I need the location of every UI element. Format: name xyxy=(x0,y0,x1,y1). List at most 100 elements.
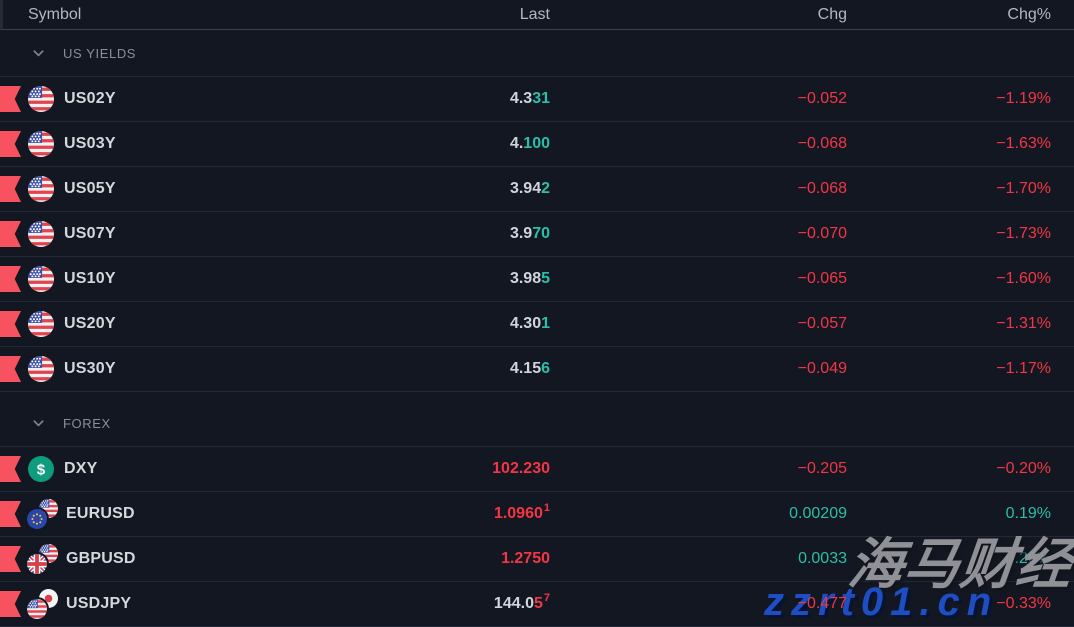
last-cell: 4.100 xyxy=(509,135,550,152)
symbol-label: US07Y xyxy=(64,225,116,242)
chg-cell: 0.0033 xyxy=(798,550,847,567)
chg-cell: −0.068 xyxy=(797,135,847,152)
table-row-us07y[interactable]: US07Y 3.970 −0.070 −1.73% xyxy=(0,212,1074,257)
flag-marker[interactable] xyxy=(0,501,21,527)
chevron-down-icon[interactable] xyxy=(31,416,46,431)
last-cell: 4.301 xyxy=(509,315,550,332)
symbol-cell: US20Y xyxy=(0,302,360,346)
symbol-cell: US10Y xyxy=(0,257,360,301)
last-cell: 144.057 xyxy=(493,592,550,612)
us-jp-flags-icon xyxy=(28,590,56,618)
eu-flag-icon xyxy=(27,509,47,529)
symbol-label: USDJPY xyxy=(66,595,132,612)
column-header-chg[interactable]: Chg xyxy=(817,5,847,23)
table-row-gbpusd[interactable]: GBPUSD 1.2750 0.0033 0.26% xyxy=(0,537,1074,582)
chg-cell: −0.052 xyxy=(797,90,847,107)
us-flag-icon xyxy=(28,356,54,382)
dollar-index-icon xyxy=(28,456,54,482)
section-label: US YIELDS xyxy=(63,45,137,61)
flag-marker[interactable] xyxy=(0,86,21,112)
column-header-chg-pct[interactable]: Chg% xyxy=(1007,5,1051,23)
symbol-label: US03Y xyxy=(64,135,116,152)
section-header-us-yields[interactable]: US YIELDS xyxy=(0,30,1074,77)
flag-marker[interactable] xyxy=(0,176,21,202)
chg-cell: 0.00209 xyxy=(789,505,847,522)
chg-cell: −0.070 xyxy=(797,225,847,242)
last-cell: 4.331 xyxy=(509,90,550,107)
flag-marker[interactable] xyxy=(0,591,21,617)
symbol-label: US05Y xyxy=(64,180,116,197)
symbol-label: US20Y xyxy=(64,315,116,332)
chg-pct-cell: −0.33% xyxy=(996,595,1051,612)
symbol-label: US10Y xyxy=(64,270,116,287)
us-flag-icon xyxy=(28,176,54,202)
symbol-cell: US05Y xyxy=(0,167,360,211)
table-header: Symbol Last Chg Chg% xyxy=(0,0,1074,30)
us-flag-icon xyxy=(28,311,54,337)
chg-pct-cell: −1.73% xyxy=(996,225,1051,242)
last-cell: 3.942 xyxy=(509,180,550,197)
chg-cell: −0.065 xyxy=(797,270,847,287)
flag-marker[interactable] xyxy=(0,221,21,247)
last-cell: 1.09601 xyxy=(493,502,550,522)
symbol-label: US30Y xyxy=(64,360,116,377)
chg-pct-cell: 0.19% xyxy=(1005,505,1051,522)
symbol-cell: US30Y xyxy=(0,347,360,391)
us-flag-icon xyxy=(28,86,54,112)
symbol-cell: US07Y xyxy=(0,212,360,256)
chg-pct-cell: −0.20% xyxy=(996,460,1051,477)
last-cell: 3.970 xyxy=(509,225,550,242)
eu-us-flags-icon xyxy=(28,500,56,528)
symbol-label: US02Y xyxy=(64,90,116,107)
column-header-last[interactable]: Last xyxy=(519,5,550,23)
flag-marker[interactable] xyxy=(0,131,21,157)
us-flag-icon xyxy=(28,131,54,157)
us-flag-icon xyxy=(28,266,54,292)
last-cell: 3.985 xyxy=(509,270,550,287)
symbol-label: DXY xyxy=(64,460,98,477)
table-row-dxy[interactable]: DXY 102.230 −0.205 −0.20% xyxy=(0,447,1074,492)
flag-marker[interactable] xyxy=(0,311,21,337)
gb-us-flags-icon xyxy=(28,545,56,573)
table-row-us20y[interactable]: US20Y 4.301 −0.057 −1.31% xyxy=(0,302,1074,347)
symbol-cell: EURUSD xyxy=(0,492,360,536)
watermark-chinese-text: 海马财经 xyxy=(845,533,1074,595)
table-row-us02y[interactable]: US02Y 4.331 −0.052 −1.19% xyxy=(0,77,1074,122)
table-row-us05y[interactable]: US05Y 3.942 −0.068 −1.70% xyxy=(0,167,1074,212)
us-flag-icon xyxy=(28,221,54,247)
chg-pct-cell: −1.31% xyxy=(996,315,1051,332)
table-row-us30y[interactable]: US30Y 4.156 −0.049 −1.17% xyxy=(0,347,1074,392)
chg-pct-cell: −1.70% xyxy=(996,180,1051,197)
column-header-symbol[interactable]: Symbol xyxy=(28,5,82,23)
section-label: FOREX xyxy=(63,415,111,431)
section-header-forex[interactable]: FOREX xyxy=(0,392,1074,447)
chg-pct-cell: −1.60% xyxy=(996,270,1051,287)
symbol-label: EURUSD xyxy=(66,505,135,522)
symbol-label: GBPUSD xyxy=(66,550,136,567)
chg-pct-cell: −1.19% xyxy=(996,90,1051,107)
table-row-eurusd[interactable]: EURUSD 1.09601 0.00209 0.19% xyxy=(0,492,1074,537)
flag-marker[interactable] xyxy=(0,356,21,382)
chg-pct-cell: 0.26% xyxy=(1005,550,1051,567)
chg-cell: −0.477 xyxy=(797,595,847,612)
flag-marker[interactable] xyxy=(0,266,21,292)
us-flag-icon xyxy=(27,599,47,619)
chevron-down-icon[interactable] xyxy=(31,46,46,61)
symbol-cell: US02Y xyxy=(0,77,360,121)
last-cell: 4.156 xyxy=(509,360,550,377)
gb-flag-icon xyxy=(27,554,47,574)
symbol-cell: DXY xyxy=(0,447,360,491)
chg-pct-cell: −1.17% xyxy=(996,360,1051,377)
chg-cell: −0.205 xyxy=(797,460,847,477)
chg-pct-cell: −1.63% xyxy=(996,135,1051,152)
last-cell: 102.230 xyxy=(492,460,550,477)
symbol-cell: GBPUSD xyxy=(0,537,360,581)
symbol-cell: USDJPY xyxy=(0,582,360,626)
table-row-us10y[interactable]: US10Y 3.985 −0.065 −1.60% xyxy=(0,257,1074,302)
flag-marker[interactable] xyxy=(0,546,21,572)
watermark-site-text: zzrt01.cn xyxy=(764,580,999,624)
table-row-us03y[interactable]: US03Y 4.100 −0.068 −1.63% xyxy=(0,122,1074,167)
flag-marker[interactable] xyxy=(0,456,21,482)
chg-cell: −0.068 xyxy=(797,180,847,197)
last-cell: 1.2750 xyxy=(501,550,550,567)
